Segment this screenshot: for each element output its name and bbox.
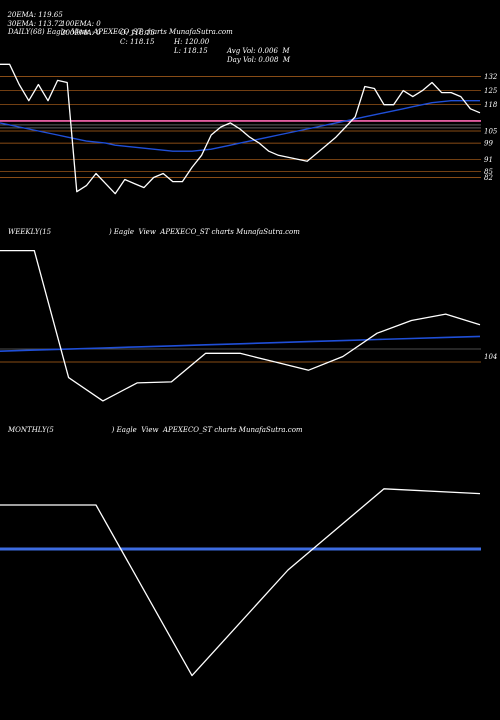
weekly-chart-title: WEEKLY(15 ) Eagle View APEXECO_ST charts… — [8, 228, 300, 236]
daily-chart-title: DAILY(68) Eagle View APEXECO_ST charts M… — [8, 28, 233, 36]
daily-level-label: 85 — [484, 168, 493, 176]
high-readout: H: 120.00 — [174, 38, 210, 46]
header-row-2: 30EMA: 113.72 200EMA: 0 C: 118.15 L: 118… — [3, 11, 290, 65]
daily-level-label: 105 — [484, 128, 498, 136]
close-readout: C: 118.15 — [120, 38, 155, 46]
monthly-chart-title: MONTHLY(5 ) Eagle View APEXECO_ST charts… — [8, 426, 303, 434]
weekly-price-line — [0, 249, 481, 402]
ema100-readout: 100EMA: 0 — [61, 20, 101, 28]
daily-ma-line — [0, 99, 480, 152]
daily-level-label: 132 — [484, 73, 498, 81]
ema200-readout: 200EMA: 0 — [61, 29, 101, 37]
open-readout: O: 118.15 — [120, 29, 155, 37]
daily-price-line — [0, 63, 481, 195]
monthly-price-line — [0, 488, 481, 677]
weekly-level-label: 104 — [484, 353, 497, 361]
avg-vol-readout: Avg Vol: 0.006 M — [227, 47, 290, 55]
ema20-readout: 20EMA: 119.65 — [7, 11, 63, 19]
daily-level-label: 82 — [484, 174, 493, 182]
header-row-1: 20EMA: 119.65 100EMA: 0 O: 118.15 H: 120… — [3, 2, 289, 56]
day-vol-readout: Day Vol: 0.008 M — [227, 56, 291, 64]
daily-level-label: 118 — [484, 101, 498, 109]
weekly-ma-line — [0, 335, 481, 352]
daily-level-label: 91 — [484, 156, 493, 164]
ema30-readout: 30EMA: 113.72 — [7, 20, 63, 28]
daily-level-label: 99 — [484, 140, 493, 148]
low-readout: L: 118.15 — [174, 47, 208, 55]
daily-level-label: 125 — [484, 87, 498, 95]
